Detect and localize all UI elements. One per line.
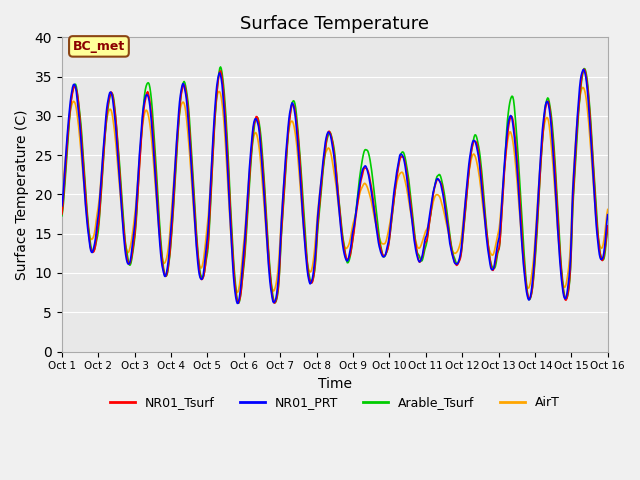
Y-axis label: Surface Temperature (C): Surface Temperature (C) (15, 109, 29, 280)
Line: NR01_PRT: NR01_PRT (62, 70, 608, 303)
Arable_Tsurf (217, 64, 225, 70)
NR01_PRT (580, 67, 588, 72)
AirT (209, 151, 216, 157)
NR01_PRT (179, 81, 187, 86)
NR01_Tsurf (68, 94, 76, 100)
AirT (124, 250, 132, 256)
Arable_Tsurf (419, 257, 426, 263)
NR01_PRT (234, 300, 241, 306)
NR01_PRT (68, 88, 76, 94)
NR01_Tsurf (58, 211, 66, 217)
NR01_Tsurf (418, 255, 426, 261)
AirT (418, 240, 426, 246)
AirT (68, 102, 76, 108)
NR01_Tsurf (179, 83, 187, 88)
Arable_Tsurf (235, 300, 243, 306)
NR01_PRT (58, 203, 66, 209)
Arable_Tsurf (179, 80, 187, 85)
AirT (179, 99, 187, 105)
NR01_Tsurf (209, 164, 216, 170)
NR01_Tsurf (604, 223, 612, 228)
NR01_PRT (124, 261, 132, 267)
Arable_Tsurf (403, 162, 410, 168)
Line: Arable_Tsurf: Arable_Tsurf (62, 67, 608, 303)
Arable_Tsurf (209, 168, 216, 173)
AirT (58, 180, 66, 186)
NR01_PRT (418, 255, 426, 261)
AirT (402, 181, 410, 187)
Title: Surface Temperature: Surface Temperature (240, 15, 429, 33)
AirT (579, 84, 586, 90)
AirT (234, 289, 241, 295)
Arable_Tsurf (124, 256, 132, 262)
Arable_Tsurf (68, 93, 76, 98)
NR01_PRT (402, 168, 410, 173)
Line: NR01_Tsurf: NR01_Tsurf (62, 69, 608, 303)
NR01_Tsurf (234, 300, 242, 306)
NR01_PRT (209, 150, 216, 156)
NR01_Tsurf (580, 66, 588, 72)
NR01_Tsurf (402, 163, 410, 169)
Text: BC_met: BC_met (73, 40, 125, 53)
AirT (604, 206, 612, 212)
Line: AirT: AirT (62, 87, 608, 292)
NR01_PRT (604, 212, 612, 217)
Arable_Tsurf (58, 213, 66, 219)
Legend: NR01_Tsurf, NR01_PRT, Arable_Tsurf, AirT: NR01_Tsurf, NR01_PRT, Arable_Tsurf, AirT (105, 391, 564, 414)
NR01_Tsurf (124, 259, 132, 265)
Arable_Tsurf (604, 227, 612, 233)
X-axis label: Time: Time (318, 377, 352, 391)
